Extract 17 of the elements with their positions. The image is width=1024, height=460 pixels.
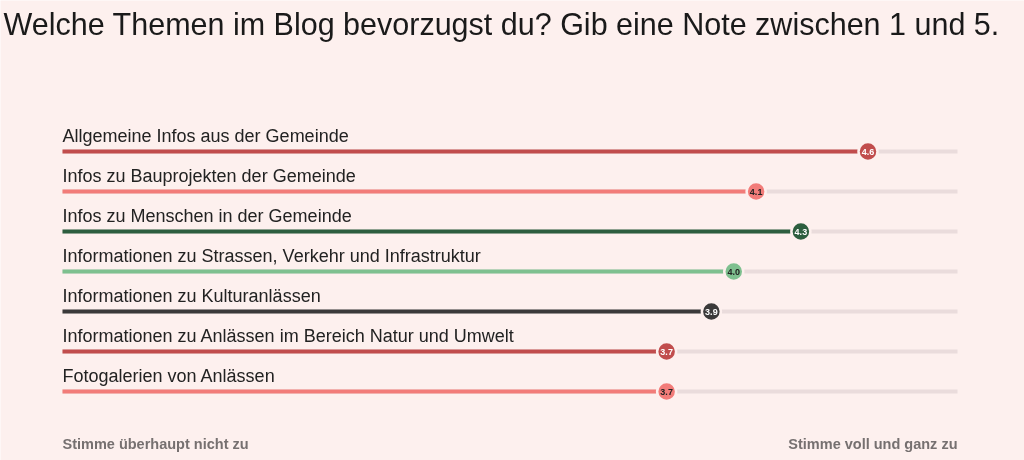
y-tick-label: Infos zu Menschen in der Gemeinde bbox=[62, 205, 352, 226]
y-tick-label: Informationen zu Kulturanlässen bbox=[62, 285, 321, 306]
text: Stimme überhaupt nicht zu bbox=[62, 435, 249, 452]
data-label: 3.9 bbox=[705, 306, 718, 317]
chart-title: Welche Themen im Blog bevorzugst du? Gib eine Note zwischen 1 und 5. bbox=[3, 6, 1000, 42]
data-label: 4.3 bbox=[794, 226, 808, 237]
text: Stimme voll und ganz zu bbox=[788, 435, 958, 452]
y-tick-label: Informationen zu Strassen, Verkehr und Infrastruktur bbox=[62, 245, 481, 266]
y-tick-label: Allgemeine Infos aus der Gemeinde bbox=[62, 125, 349, 146]
data-label: 3.7 bbox=[660, 346, 673, 357]
data-label: 4.0 bbox=[727, 266, 741, 277]
data-label: 4.1 bbox=[749, 186, 763, 197]
y-tick-label: Informationen zu Anlässen im Bereich Natur und Umwelt bbox=[62, 325, 514, 346]
data-label: 3.7 bbox=[660, 386, 673, 397]
y-tick-label: Infos zu Bauprojekten der Gemeinde bbox=[62, 165, 356, 186]
data-label: 4.6 bbox=[861, 146, 875, 157]
y-tick-label: Fotogalerien von Anlässen bbox=[62, 365, 275, 386]
